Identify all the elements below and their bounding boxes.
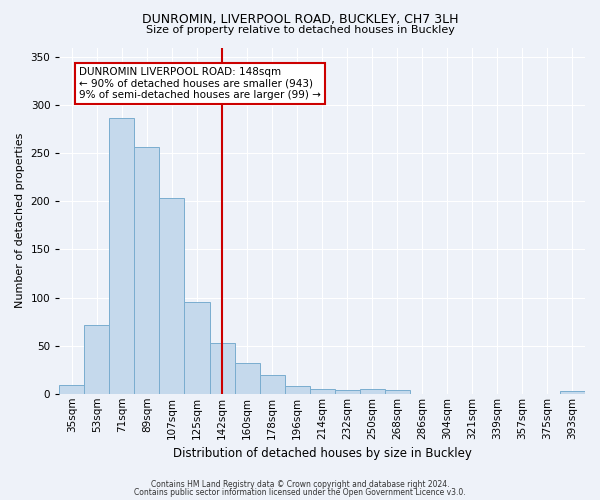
- Bar: [335, 390, 360, 394]
- Bar: [260, 374, 284, 394]
- Bar: [235, 363, 260, 394]
- Bar: [360, 389, 385, 394]
- Text: DUNROMIN LIVERPOOL ROAD: 148sqm
← 90% of detached houses are smaller (943)
9% of: DUNROMIN LIVERPOOL ROAD: 148sqm ← 90% of…: [79, 66, 321, 100]
- Bar: [134, 146, 160, 394]
- Bar: [109, 118, 134, 394]
- Bar: [59, 385, 85, 394]
- Bar: [184, 302, 209, 394]
- X-axis label: Distribution of detached houses by size in Buckley: Distribution of detached houses by size …: [173, 447, 472, 460]
- Text: Contains HM Land Registry data © Crown copyright and database right 2024.: Contains HM Land Registry data © Crown c…: [151, 480, 449, 489]
- Bar: [160, 198, 184, 394]
- Bar: [284, 386, 310, 394]
- Bar: [310, 389, 335, 394]
- Text: DUNROMIN, LIVERPOOL ROAD, BUCKLEY, CH7 3LH: DUNROMIN, LIVERPOOL ROAD, BUCKLEY, CH7 3…: [142, 12, 458, 26]
- Text: Contains public sector information licensed under the Open Government Licence v3: Contains public sector information licen…: [134, 488, 466, 497]
- Bar: [85, 326, 109, 394]
- Bar: [209, 343, 235, 394]
- Bar: [385, 390, 410, 394]
- Y-axis label: Number of detached properties: Number of detached properties: [15, 133, 25, 308]
- Bar: [560, 391, 585, 394]
- Text: Size of property relative to detached houses in Buckley: Size of property relative to detached ho…: [146, 25, 454, 35]
